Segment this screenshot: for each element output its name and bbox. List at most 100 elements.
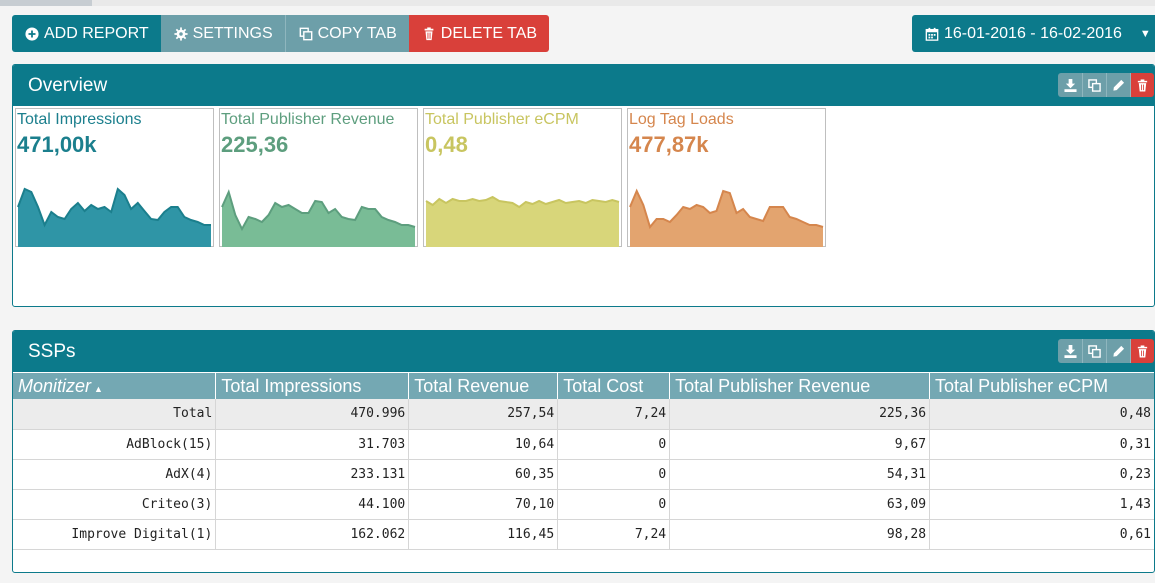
sparkline-area	[222, 192, 415, 247]
kpi-label: Log Tag Loads	[629, 111, 734, 128]
table-cell: 0	[557, 489, 671, 520]
active-tab[interactable]	[0, 0, 92, 6]
overview-download-button[interactable]	[1058, 73, 1082, 97]
table-cell: Improve Digital(1)	[13, 519, 217, 550]
table-cell: 0,23	[929, 459, 1154, 490]
table-cell: 0,61	[929, 519, 1154, 550]
trash-icon	[1137, 344, 1148, 358]
table-cell: Total	[13, 399, 217, 430]
kpi-value: 225,36	[221, 132, 289, 157]
kpi-tile[interactable]: Total Publisher eCPM 0,48	[423, 108, 622, 247]
ssps-download-button[interactable]	[1058, 339, 1082, 363]
kpi-sparkline	[425, 195, 620, 247]
overview-header: Overview	[13, 65, 1154, 106]
column-header-total-cost[interactable]: Total Cost	[557, 373, 671, 399]
overview-edit-button[interactable]	[1106, 73, 1130, 97]
overview-title: Overview	[28, 75, 108, 96]
gear-icon	[173, 26, 189, 42]
plus-circle-icon	[24, 26, 40, 42]
report-toolbar: ADD REPORT SETTINGS COPY TAB DELETE TAB	[12, 15, 550, 52]
settings-label: SETTINGS	[192, 25, 273, 42]
table-row[interactable]: Improve Digital(1) 162.062 116,45 7,24 9…	[13, 519, 1154, 550]
table-cell: 470.996	[215, 399, 410, 430]
kpi-sparkline	[221, 189, 416, 247]
table-cell: 60,35	[408, 459, 559, 490]
sparkline-area	[18, 189, 211, 247]
table-header-row: Monitizer ▲ Total Impressions Total Reven…	[13, 373, 1154, 399]
download-icon	[1063, 78, 1077, 92]
kpi-tile[interactable]: Total Publisher Revenue 225,36	[219, 108, 418, 247]
table-cell: 0,31	[929, 429, 1154, 460]
settings-button[interactable]: SETTINGS	[160, 15, 285, 52]
trash-icon	[1137, 78, 1148, 92]
table-cell: 63,09	[669, 489, 931, 520]
copy-icon	[1088, 78, 1101, 92]
overview-copy-button[interactable]	[1082, 73, 1106, 97]
sparkline-line	[425, 195, 620, 209]
copy-icon	[298, 26, 314, 42]
table-cell: 10,64	[408, 429, 559, 460]
column-header-total-impressions[interactable]: Total Impressions	[215, 373, 410, 399]
table-row[interactable]: Criteo(3) 44.100 70,10 0 63,09 1,43	[13, 489, 1154, 520]
copy-tab-button[interactable]: COPY TAB	[284, 15, 409, 52]
table-cell: 70,10	[408, 489, 559, 520]
table-cell: 233.131	[215, 459, 410, 490]
table-cell: 98,28	[669, 519, 931, 550]
ssps-header: SSPs	[13, 331, 1154, 372]
calendar-icon	[924, 26, 940, 42]
add-report-label: ADD REPORT	[44, 25, 149, 42]
copy-tab-label: COPY TAB	[317, 25, 397, 42]
table-cell: 0	[557, 459, 671, 490]
table-cell: 0	[557, 429, 671, 460]
ssps-edit-button[interactable]	[1106, 339, 1130, 363]
date-range-picker[interactable]: 16-01-2016 - 16-02-2016 ▼	[912, 15, 1155, 52]
kpi-label: Total Impressions	[17, 111, 142, 128]
table-cell: 54,31	[669, 459, 931, 490]
table-cell: 9,67	[669, 429, 931, 460]
column-header-monitizer[interactable]: Monitizer ▲	[13, 373, 217, 399]
kpi-label: Total Publisher Revenue	[221, 111, 395, 128]
download-icon	[1063, 344, 1077, 358]
column-header-total-publisher-ecpm[interactable]: Total Publisher eCPM	[929, 373, 1154, 399]
kpi-value: 0,48	[425, 132, 468, 157]
kpi-sparkline	[629, 188, 824, 247]
ssps-panel: SSPs Monitizer ▲ Total Impressions Tota	[12, 330, 1155, 573]
pencil-icon	[1113, 79, 1125, 91]
kpi-tile[interactable]: Log Tag Loads 477,87k	[627, 108, 826, 247]
ssps-delete-button[interactable]	[1130, 339, 1154, 363]
overview-panel: Overview Total Impressions 471,00k Total…	[12, 64, 1155, 307]
copy-icon	[1088, 344, 1101, 358]
table-cell: 44.100	[215, 489, 410, 520]
sparkline-area	[630, 191, 823, 247]
table-cell: 116,45	[408, 519, 559, 550]
table-empty-row	[13, 549, 1154, 572]
column-header-total-revenue[interactable]: Total Revenue	[408, 373, 559, 399]
kpi-value: 471,00k	[17, 132, 97, 157]
overview-actions	[1058, 73, 1154, 97]
kpi-value: 477,87k	[629, 132, 709, 157]
table-row-total[interactable]: Total 470.996 257,54 7,24 225,36 0,48	[13, 399, 1154, 430]
table-row[interactable]: AdBlock(15) 31.703 10,64 0 9,67 0,31	[13, 429, 1154, 460]
ssps-title: SSPs	[28, 341, 76, 362]
sparkline-line	[221, 189, 416, 232]
kpi-label: Total Publisher eCPM	[425, 111, 579, 128]
overview-delete-button[interactable]	[1130, 73, 1154, 97]
table-row[interactable]: AdX(4) 233.131 60,35 0 54,31 0,23	[13, 459, 1154, 490]
ssps-table: Monitizer ▲ Total Impressions Total Reven…	[13, 373, 1154, 572]
column-label: Monitizer	[18, 375, 92, 396]
table-cell: 1,43	[929, 489, 1154, 520]
column-header-total-publisher-revenue[interactable]: Total Publisher Revenue	[669, 373, 931, 399]
sparkline-line	[17, 187, 211, 228]
delete-tab-label: DELETE TAB	[440, 25, 538, 42]
kpi-tile[interactable]: Total Impressions 471,00k	[15, 108, 214, 247]
table-cell: 7,24	[557, 399, 671, 430]
date-range-label: 16-01-2016 - 16-02-2016	[944, 24, 1122, 42]
kpi-sparkline	[17, 187, 211, 247]
table-cell: 7,24	[557, 519, 671, 550]
sort-asc-icon: ▲	[94, 383, 103, 394]
ssps-copy-button[interactable]	[1082, 339, 1106, 363]
add-report-button[interactable]: ADD REPORT	[12, 15, 161, 52]
delete-tab-button[interactable]: DELETE TAB	[408, 15, 550, 52]
tab-strip	[0, 0, 1155, 6]
sparkline-area	[426, 197, 619, 247]
